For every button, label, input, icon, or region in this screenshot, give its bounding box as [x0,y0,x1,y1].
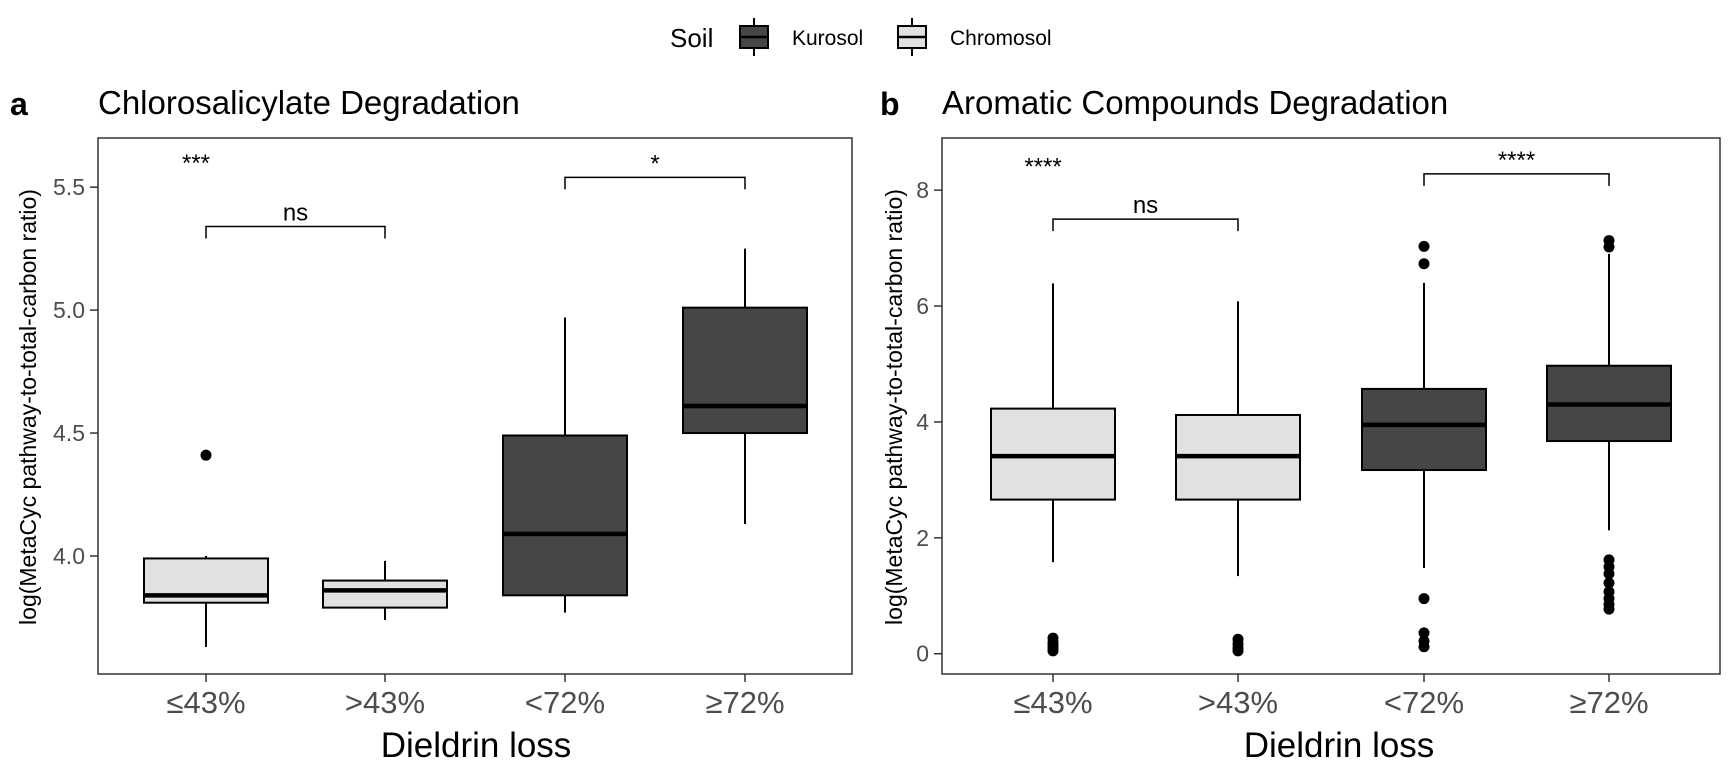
panel-a-box-2 [502,434,628,597]
panel-b-x-axis-label: Dieldrin loss [1244,726,1435,765]
panel-a-y-tick-label-3: 5.5 [53,174,85,200]
panel-a-box-3 [682,306,808,435]
legend-label-kurosol: Kurosol [792,27,863,50]
panel-a-x-tick-label-2: <72% [525,685,605,720]
panel-b-box-3-outlier-4 [1603,577,1615,589]
legend-entry-chromosol: Chromosol [897,18,1052,56]
panel-b-title: Aromatic Compounds Degradation [942,84,1448,121]
legend-title: Soil [670,23,713,53]
panel-b-y-tick-label-4: 8 [916,177,929,203]
panel-a-significance-label-0: *** [182,150,210,177]
panel-a-x-tick-label-1: >43% [345,685,425,720]
panel-b-box-1-outlier-3 [1232,633,1244,645]
panel-b-x-tick-label-2: <72% [1384,685,1464,720]
legend-entry-kurosol: Kurosol [739,18,863,56]
panel-b-x-tick-label-1: >43% [1198,685,1278,720]
panel-b-significance-label-0: **** [1024,153,1061,180]
panel-a-y-tick-label-0: 4.0 [53,543,85,569]
panel-b-box-3-outlier-3 [1603,586,1615,598]
panel-b-x-tick-label-3: ≥72% [1569,685,1648,720]
panel-b-box-3-outlier-9 [1603,235,1615,247]
panel-a: a Chlorosalicylate Degradation log(MetaC… [10,84,853,765]
panel-b-y-tick-label-1: 2 [916,525,929,551]
panel-b-significance-bracket-2 [1423,173,1610,186]
panel-b-significance-label-2: **** [1498,147,1535,174]
panel-b-box-2-outlier-2 [1418,627,1430,639]
panel-a-significance-bracket-2 [564,176,746,190]
panel-b-y-tick-label-2: 4 [916,409,929,435]
panel-b-box-2-outlier-1 [1418,635,1430,647]
panel-a-significance-label-2: * [650,150,659,177]
panel-a-title: Chlorosalicylate Degradation [98,84,520,121]
panel-b-box-2-outlier-4 [1418,258,1430,270]
panel-a-significance-label-1: ns [283,200,308,227]
panel-a-box-0-outlier-0 [200,449,212,461]
panel-b-box-2 [1361,387,1487,472]
panel-b-y-tick-label-3: 6 [916,293,929,319]
panel-b-label: b [880,86,900,122]
panel-a-plot-frame [97,137,853,675]
panel-a-label: a [10,86,28,122]
panel-a-y-tick-label-1: 4.5 [53,420,85,446]
panel-b-box-3-outlier-7 [1603,554,1615,566]
panel-b-y-axis-label: log(MetaCyc pathway-to-total-carbon rati… [881,189,907,625]
panel-a-y-axis-label: log(MetaCyc pathway-to-total-carbon rati… [15,189,41,625]
panel-a-x-tick-label-3: ≥72% [705,685,784,720]
panel-a-box-1 [322,579,448,609]
panel-b-y-tick-label-0: 0 [916,641,929,667]
legend: Soil Kurosol Chromosol [670,18,1052,56]
panel-b-box-0-outlier-4 [1047,632,1059,644]
panel-b-x-tick-label-0: ≤43% [1013,685,1092,720]
panel-b-plot-frame [941,137,1721,675]
panel-b-box-2-outlier-5 [1418,240,1430,252]
legend-label-chromosol: Chromosol [950,27,1052,50]
panel-a-x-axis-label: Dieldrin loss [381,726,572,765]
panel-b-box-2-outlier-3 [1418,593,1430,605]
panel-b: b Aromatic Compounds Degradation log(Met… [880,84,1721,765]
panel-b-significance-label-1: ns [1133,192,1158,219]
panel-a-x-tick-label-0: ≤43% [166,685,245,720]
panel-a-y-tick-label-2: 5.0 [53,297,85,323]
panel-b-significance-bracket-1 [1052,218,1239,232]
panel-a-significance-bracket-1 [205,225,386,239]
